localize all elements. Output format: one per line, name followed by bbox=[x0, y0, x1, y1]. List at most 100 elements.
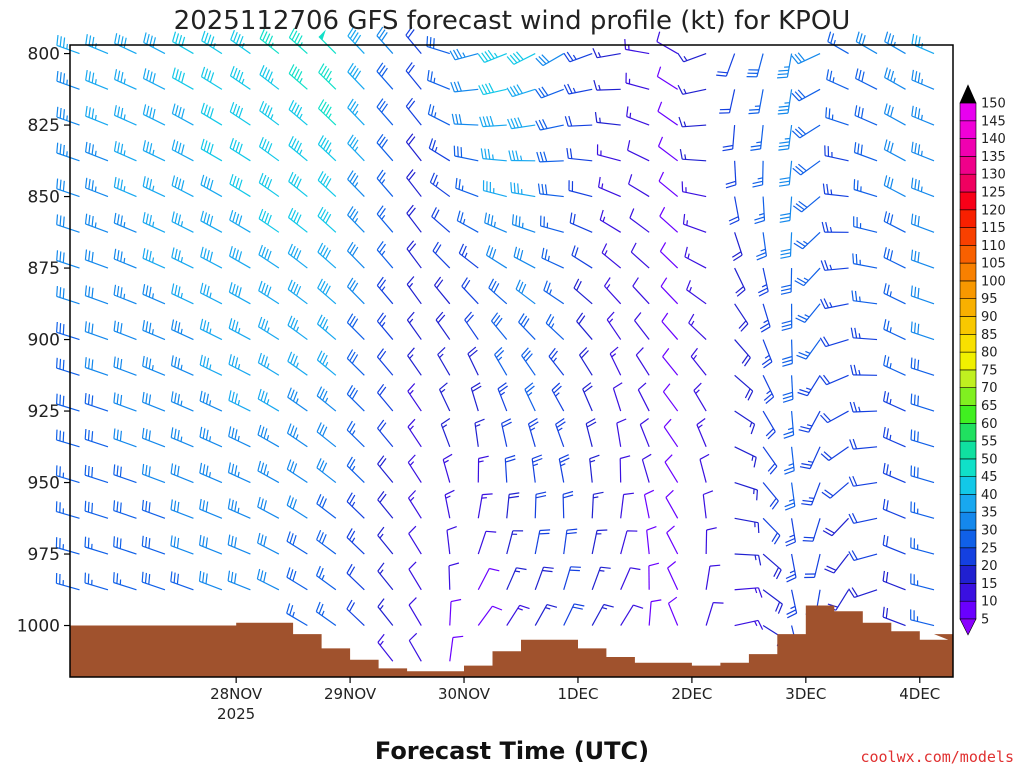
barb-full bbox=[379, 279, 387, 289]
wind-barb bbox=[346, 349, 365, 376]
barb-staff bbox=[408, 533, 422, 555]
barb-full bbox=[349, 136, 357, 147]
barb-staff bbox=[258, 362, 280, 376]
colorbar-label: 45 bbox=[981, 470, 998, 485]
wind-barb bbox=[113, 176, 137, 198]
wind-barb bbox=[822, 517, 849, 537]
barb-full bbox=[349, 101, 357, 111]
wind-barb bbox=[848, 513, 878, 524]
barb-full bbox=[757, 587, 763, 598]
barb-full bbox=[56, 142, 59, 154]
barb-full bbox=[376, 276, 384, 286]
barb-staff bbox=[406, 177, 422, 197]
wind-barb bbox=[779, 196, 793, 223]
wind-barb bbox=[171, 211, 194, 233]
barb-full bbox=[293, 247, 299, 258]
barb-full bbox=[113, 212, 117, 224]
wind-barb bbox=[521, 347, 536, 376]
barb-full bbox=[258, 280, 263, 291]
wind-barb bbox=[748, 89, 764, 115]
barb-full bbox=[463, 279, 471, 290]
barb-staff bbox=[228, 363, 251, 376]
barb-full bbox=[886, 284, 890, 296]
barb-full bbox=[376, 133, 384, 144]
wind-barb bbox=[518, 313, 536, 340]
barb-full bbox=[113, 464, 116, 475]
wind-barb bbox=[734, 619, 764, 630]
barb-staff bbox=[884, 112, 906, 126]
barb-half bbox=[832, 77, 835, 83]
barb-staff bbox=[317, 179, 337, 198]
wind-barb bbox=[141, 463, 166, 484]
barb-staff bbox=[734, 160, 737, 185]
barb-full bbox=[56, 178, 59, 189]
barb-full bbox=[148, 214, 152, 226]
barb-full bbox=[487, 49, 495, 59]
wind-barb bbox=[199, 426, 223, 448]
barb-full bbox=[91, 108, 95, 119]
barb-full bbox=[59, 430, 61, 441]
barb-staff bbox=[346, 429, 365, 448]
barb-staff bbox=[790, 410, 795, 436]
barb-full bbox=[664, 454, 673, 463]
barb-full bbox=[87, 537, 90, 549]
barb-full bbox=[88, 286, 91, 297]
wind-barb bbox=[591, 603, 614, 626]
barb-staff bbox=[506, 530, 514, 555]
barb-full bbox=[917, 72, 921, 83]
barb-staff bbox=[910, 619, 935, 627]
wind-barb bbox=[849, 401, 878, 413]
barb-full bbox=[209, 143, 214, 155]
barb-full bbox=[259, 570, 264, 581]
barb-full bbox=[319, 424, 325, 435]
colorbar-label: 120 bbox=[981, 203, 1006, 218]
wind-barb bbox=[657, 101, 678, 126]
barb-staff bbox=[316, 575, 337, 591]
x-tick-label: 28NOV bbox=[210, 685, 263, 703]
barb-staff bbox=[287, 252, 308, 269]
barb-staff bbox=[200, 112, 223, 126]
wind-barb bbox=[85, 105, 109, 126]
barb-full bbox=[289, 389, 295, 400]
barb-full bbox=[322, 247, 329, 258]
wind-barb bbox=[229, 174, 251, 198]
barb-full bbox=[88, 143, 91, 154]
barb-staff bbox=[114, 150, 137, 162]
barb-full bbox=[657, 136, 664, 147]
wind-barb bbox=[316, 314, 337, 341]
barb-staff bbox=[56, 475, 80, 484]
barb-full bbox=[797, 126, 807, 135]
barb-full bbox=[119, 394, 123, 406]
wind-barb bbox=[84, 249, 109, 269]
barb-full bbox=[825, 527, 835, 534]
barb-half bbox=[237, 328, 241, 334]
barb-full bbox=[142, 355, 145, 367]
barb-full bbox=[765, 428, 774, 437]
barb-full bbox=[85, 34, 88, 45]
barb-full bbox=[539, 529, 551, 532]
barb-half bbox=[409, 318, 414, 324]
barb-full bbox=[174, 141, 179, 152]
barb-full bbox=[174, 105, 179, 116]
wind-barb bbox=[458, 243, 479, 269]
barb-full bbox=[668, 596, 678, 604]
barb-full bbox=[566, 532, 577, 535]
barb-full bbox=[406, 276, 415, 285]
barb-staff bbox=[854, 589, 878, 598]
barb-staff bbox=[658, 145, 679, 162]
barb-full bbox=[453, 81, 459, 92]
credit-link[interactable]: coolwx.com/models bbox=[860, 748, 1014, 766]
wind-barb bbox=[257, 388, 280, 412]
barb-full bbox=[890, 70, 895, 82]
barb-full bbox=[152, 37, 156, 48]
barb-full bbox=[145, 249, 149, 260]
barb-full bbox=[177, 394, 180, 405]
wind-barb bbox=[170, 391, 194, 412]
wind-barb bbox=[910, 429, 935, 448]
barb-full bbox=[323, 68, 330, 78]
wind-barb bbox=[619, 455, 631, 483]
barb-full bbox=[516, 567, 527, 571]
barb-full bbox=[266, 286, 272, 297]
wind-barb bbox=[578, 347, 593, 376]
barb-full bbox=[884, 67, 888, 78]
